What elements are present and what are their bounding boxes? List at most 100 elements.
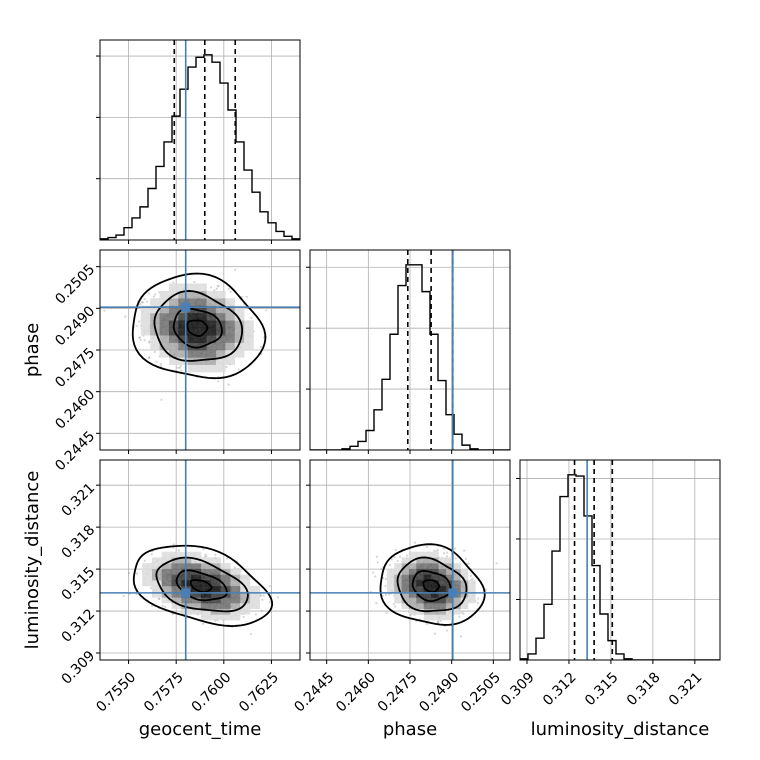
density-cell	[200, 568, 212, 575]
sample-point	[157, 597, 160, 600]
density-cell	[197, 320, 207, 329]
density-cell	[220, 563, 231, 570]
density-cell	[206, 349, 217, 358]
sample-point	[375, 602, 378, 605]
density-cell	[438, 597, 447, 604]
sample-point	[396, 559, 399, 563]
density-cell	[187, 364, 198, 373]
sample-point	[164, 605, 167, 609]
density-cell	[151, 585, 163, 592]
sample-point	[462, 612, 465, 616]
sample-point	[216, 285, 219, 288]
density-cell	[200, 602, 212, 609]
density-cell	[197, 349, 207, 358]
sample-point	[442, 547, 445, 550]
density-cell	[408, 568, 417, 575]
sample-point	[143, 559, 146, 562]
density-cell	[142, 574, 153, 581]
density-cell	[197, 327, 207, 336]
x-axis-label: luminosity_distance	[531, 719, 710, 740]
density-cell	[200, 563, 212, 570]
density-cell	[200, 591, 212, 598]
density-cell	[161, 557, 172, 564]
sample-point	[471, 577, 474, 580]
sample-point	[213, 289, 216, 292]
contour-line	[153, 290, 244, 362]
density-cell	[142, 563, 153, 570]
density-cell	[225, 313, 235, 321]
density-cell	[386, 580, 395, 587]
density-cell	[244, 320, 254, 329]
sample-point	[454, 557, 457, 560]
density-cell	[234, 320, 245, 329]
density-cell	[200, 574, 212, 581]
density-cell	[197, 298, 207, 306]
density-cell	[240, 574, 251, 581]
sample-point	[388, 563, 391, 566]
density-cell	[178, 335, 189, 343]
sample-point	[215, 287, 218, 290]
density-cell	[408, 563, 417, 570]
density-cell	[416, 602, 425, 609]
density-cell	[423, 585, 432, 592]
sample-point	[398, 555, 402, 558]
sample-point	[193, 280, 196, 284]
density-cell	[161, 591, 172, 598]
density-cell	[438, 614, 447, 621]
density-cell	[171, 563, 182, 570]
density-cell	[225, 335, 235, 343]
density-cell	[438, 557, 447, 564]
x-axis-label: phase	[383, 719, 437, 740]
sample-point	[160, 364, 163, 368]
x-tick-label: 0.2490	[416, 669, 462, 715]
density-cell	[151, 580, 163, 587]
sample-point	[143, 339, 146, 342]
density-cell	[150, 342, 160, 351]
density-cell	[187, 327, 198, 336]
sample-point	[374, 575, 377, 578]
density-cell	[408, 608, 417, 615]
y-tick-label: 0.312	[59, 606, 99, 646]
density-cell	[151, 557, 163, 564]
sample-point	[413, 541, 417, 544]
density-cell	[151, 591, 163, 598]
sample-point	[234, 268, 237, 271]
density-cell	[438, 568, 447, 575]
sample-point	[155, 360, 158, 363]
sample-point	[152, 295, 155, 298]
sample-point	[148, 356, 151, 359]
sample-point	[254, 613, 257, 616]
density-cell	[453, 597, 461, 604]
density-cell	[230, 591, 241, 598]
sample-point	[161, 604, 164, 607]
density-cell	[249, 585, 261, 592]
density-cell	[161, 580, 172, 587]
density-cell	[197, 313, 207, 321]
sample-point	[153, 350, 156, 353]
density-cell	[240, 608, 251, 615]
sample-point	[172, 543, 175, 546]
sample-point	[201, 622, 205, 625]
density-cell	[423, 574, 432, 581]
density-cell	[438, 563, 447, 570]
density-cell	[225, 357, 235, 365]
y-tick-label: 0.2445	[52, 428, 98, 474]
sample-point	[148, 356, 151, 359]
contour-line	[175, 569, 228, 602]
contour-line	[131, 272, 267, 380]
sample-point	[202, 548, 205, 551]
sample-point	[446, 551, 449, 554]
density-cell	[249, 591, 261, 598]
density-cell	[187, 298, 198, 306]
density-cell	[230, 614, 241, 621]
density-cell	[200, 614, 212, 621]
sample-point	[237, 368, 240, 371]
density-cell	[161, 585, 172, 592]
density-cell	[161, 568, 172, 575]
density-cell	[150, 305, 160, 314]
density-cell	[234, 342, 245, 351]
sample-point	[159, 362, 163, 365]
sample-point	[127, 572, 131, 575]
density-cell	[401, 580, 410, 587]
